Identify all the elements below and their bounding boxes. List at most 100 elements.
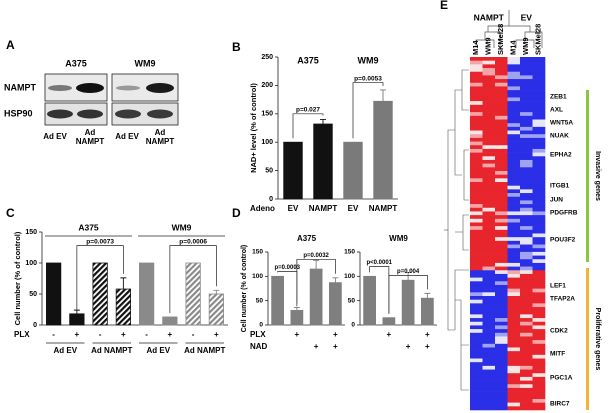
heatmap-cell (482, 178, 496, 183)
heatmap-cell (520, 57, 533, 61)
heatmap-cell (470, 325, 483, 330)
heatmap-cell (482, 395, 496, 400)
heatmap-cell (470, 189, 483, 194)
heatmap-cell (507, 104, 521, 109)
significance-bracket (296, 258, 336, 307)
heatmap-cell (470, 332, 483, 337)
heatmap-cell (495, 325, 508, 330)
heatmap-cell (532, 130, 546, 135)
heatmap-cell (482, 336, 496, 341)
heatmap-cell (507, 108, 521, 113)
heatmap-cell (470, 86, 483, 91)
heatmap-cell (482, 362, 496, 367)
heatmap-cell (482, 402, 496, 407)
heatmap-cell (507, 174, 521, 179)
heatmap-cell (507, 296, 521, 300)
heatmap-cell (482, 130, 496, 135)
heatmap-cell (470, 318, 483, 323)
heatmap-cell (482, 251, 496, 256)
heatmap-cell (507, 248, 521, 253)
bar (309, 268, 323, 326)
heatmap-cell (495, 303, 508, 308)
heatmap-cell (495, 255, 508, 260)
heatmap-cell (470, 248, 483, 253)
heatmap-cell (495, 329, 508, 334)
heatmap-cell (507, 222, 521, 227)
x-tick-label: - (145, 330, 148, 339)
heatmap-cell (495, 182, 508, 186)
heatmap-cell (495, 387, 508, 392)
heatmap-cell (532, 259, 546, 264)
y-tick-label: 50 (29, 291, 37, 298)
row-label: Adeno (250, 204, 275, 213)
heatmap-cell (507, 310, 521, 315)
chart-title: WM9 (389, 234, 408, 243)
heatmap-cell (520, 237, 533, 242)
heatmap-cell (495, 108, 508, 113)
heatmap-cell (482, 211, 496, 216)
heatmap-cell (495, 288, 508, 293)
sample-label: M14 (509, 40, 518, 55)
heatmap-cell (495, 64, 508, 69)
heatmap-cell (470, 182, 483, 186)
heatmap-cell (482, 101, 496, 106)
x-tick-label: + (121, 330, 126, 339)
heatmap-cell (520, 79, 533, 84)
heatmap-cell (470, 336, 483, 341)
heatmap-cell (495, 229, 508, 234)
heatmap-cell (470, 307, 483, 312)
heatmap-cell (482, 159, 496, 164)
heatmap-cell (495, 244, 508, 249)
heatmap-cell (470, 134, 483, 139)
heatmap-cell (532, 244, 546, 249)
heatmap-cell (470, 273, 483, 278)
heatmap-cell (532, 270, 546, 275)
heatmap-cell (507, 126, 521, 131)
heatmap-cell (495, 75, 508, 80)
heatmap-cell (520, 156, 533, 161)
heatmap-cell (520, 101, 533, 106)
error-bar (293, 307, 300, 311)
gene-label: MITF (550, 351, 565, 358)
heatmap-cell (482, 321, 496, 326)
heatmap-cell (520, 406, 533, 411)
heatmap-cell (507, 354, 521, 359)
heatmap-cell (532, 310, 546, 315)
heatmap-cell (495, 233, 508, 238)
sample-label: M14 (471, 40, 480, 55)
cell-line-label: WM9 (135, 58, 156, 68)
y-tick-label: 0 (259, 322, 263, 329)
blot-image (44, 73, 179, 126)
heatmap-cell (470, 347, 483, 352)
heatmap-cell (532, 196, 546, 201)
heatmap-cell (495, 79, 508, 84)
heatmap-cell (470, 362, 483, 367)
heatmap-cell (520, 303, 533, 308)
heatmap-cell (520, 336, 533, 341)
subgroup-label: Ad EV (146, 346, 170, 355)
heatmap-cell (495, 266, 508, 271)
heatmap-cell (532, 174, 546, 179)
heatmap-cell (470, 115, 483, 120)
heatmap-cell (482, 163, 496, 168)
heatmap-cell (482, 244, 496, 249)
heatmap-cell (495, 130, 508, 135)
heatmap-cell (507, 284, 521, 289)
heatmap-cell (520, 384, 533, 389)
heatmap-cell (532, 215, 546, 220)
heatmap-cell (532, 115, 546, 120)
heatmap-cell (482, 123, 496, 128)
heatmap-cell (482, 288, 496, 293)
bar (290, 309, 304, 326)
heatmap-cell (470, 237, 483, 242)
protein-label: HSP90 (4, 108, 33, 118)
heatmap-cell (470, 284, 483, 289)
heatmap-cell (482, 273, 496, 278)
heatmap-cell (507, 90, 521, 95)
heatmap-cell (520, 137, 533, 142)
heatmap-cell (482, 354, 496, 359)
panel-letter: B (232, 40, 241, 54)
heatmap-cell (507, 159, 521, 164)
heatmap-cell (520, 369, 533, 374)
x-tick-label: + (295, 330, 300, 339)
